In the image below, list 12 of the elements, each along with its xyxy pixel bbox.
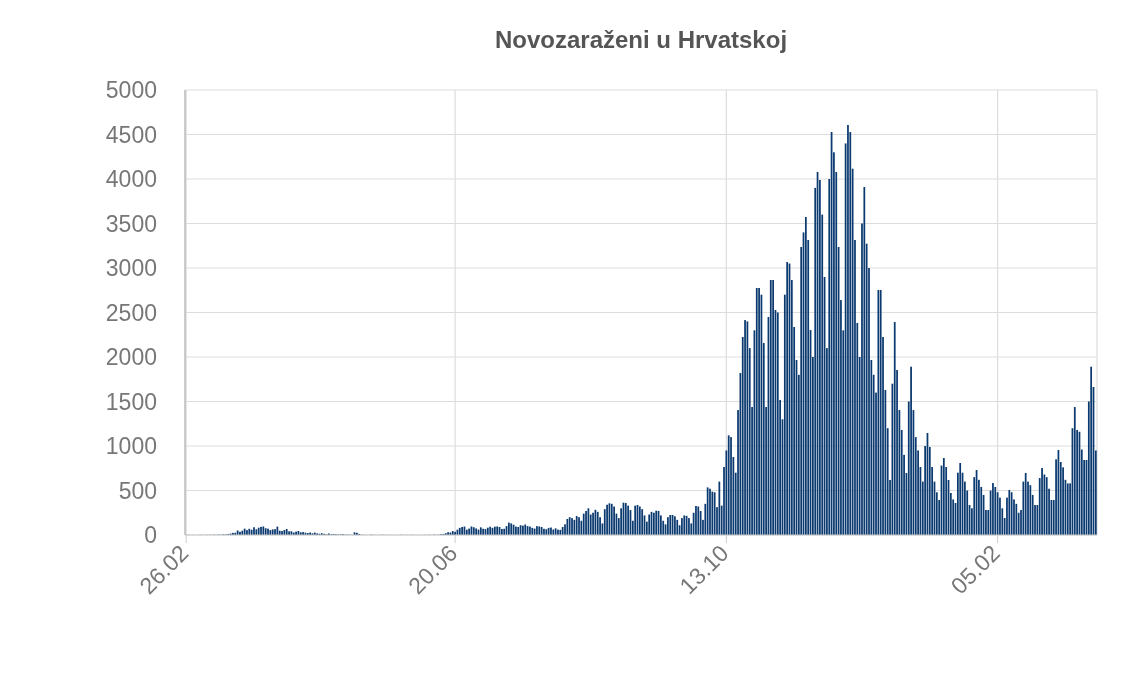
y-tick-label: 500	[118, 477, 157, 504]
y-tick-label: 0	[144, 522, 157, 549]
y-tick-label: 2500	[105, 299, 157, 326]
y-tick-label: 2000	[105, 344, 157, 371]
y-tick-label: 3000	[105, 255, 157, 282]
y-tick-label: 1000	[105, 433, 157, 460]
y-tick-label: 4000	[105, 166, 157, 193]
chart-title: Novozaraženi u Hrvatskoj	[494, 26, 788, 53]
y-tick-label: 1500	[105, 388, 157, 415]
y-tick-label: 4500	[105, 121, 157, 148]
y-tick-label: 3500	[105, 210, 157, 237]
y-tick-label: 5000	[105, 77, 157, 104]
